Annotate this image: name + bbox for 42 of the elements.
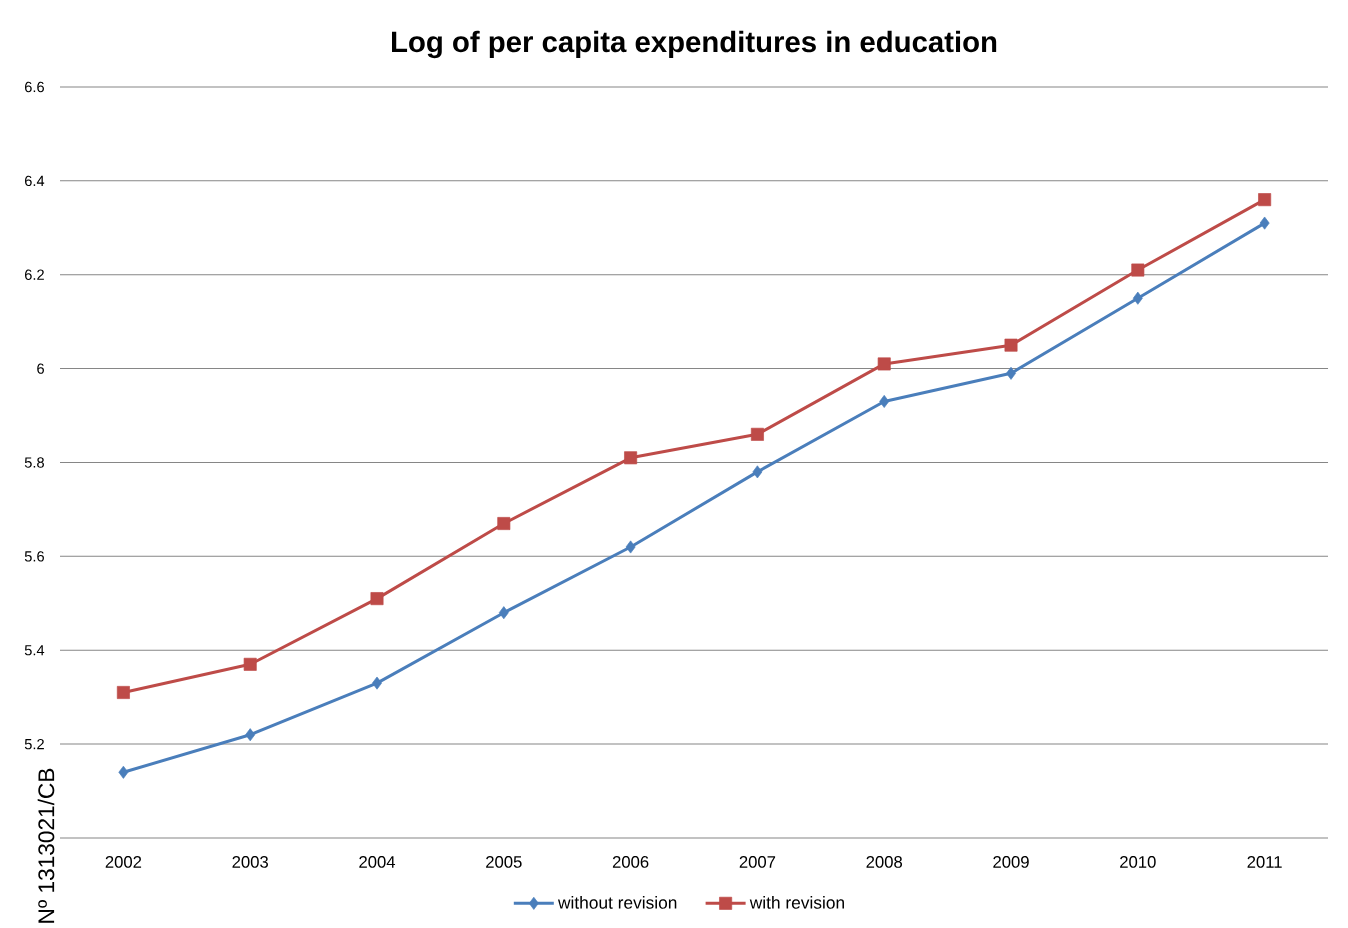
- legend-label: without revision: [557, 896, 677, 909]
- x-tick-label: 2008: [866, 856, 903, 868]
- point: [372, 676, 382, 690]
- x-tick-label: 2005: [486, 856, 522, 868]
- point: [625, 540, 636, 554]
- point: [1004, 338, 1018, 352]
- point: [624, 451, 638, 465]
- y-tick-label: 6: [37, 363, 44, 374]
- y-tick-label: 5.6: [24, 551, 44, 562]
- point: [752, 465, 763, 479]
- legend-label: with revision: [749, 896, 844, 909]
- y-tick-label: 5.4: [24, 645, 45, 656]
- y-tick-label: 5.2: [24, 738, 44, 750]
- point: [877, 357, 891, 371]
- point: [118, 765, 129, 779]
- x-tick-label: 2007: [739, 856, 776, 868]
- point: [497, 517, 511, 530]
- point: [1132, 291, 1143, 305]
- y-tick-label: 6.2: [24, 269, 44, 280]
- y-tick-label: 6.4: [24, 175, 45, 187]
- point: [243, 657, 257, 671]
- y-tick-label: 6.6: [24, 81, 44, 93]
- x-tick-label: 2003: [232, 856, 268, 868]
- x-tick-label: 2002: [105, 856, 142, 868]
- point: [1006, 366, 1016, 380]
- chart-title: Log of per capita expenditures in education: [392, 30, 997, 59]
- point: [879, 395, 890, 408]
- x-tick-label: 2009: [993, 856, 1029, 868]
- point: [116, 686, 130, 699]
- point: [750, 427, 764, 441]
- x-tick-label: 2004: [359, 856, 396, 868]
- point: [1131, 263, 1145, 277]
- y-tick-label: 5.8: [24, 457, 44, 468]
- point: [498, 606, 509, 620]
- x-tick-label: 2006: [612, 856, 649, 868]
- point: [245, 728, 256, 742]
- point: [370, 592, 384, 606]
- x-tick-label: 2010: [1120, 856, 1156, 868]
- point: [1258, 193, 1272, 207]
- text: Nº 1313021/CB: [37, 768, 55, 923]
- x-tick-label: 2011: [1247, 856, 1282, 868]
- point: [1259, 216, 1270, 230]
